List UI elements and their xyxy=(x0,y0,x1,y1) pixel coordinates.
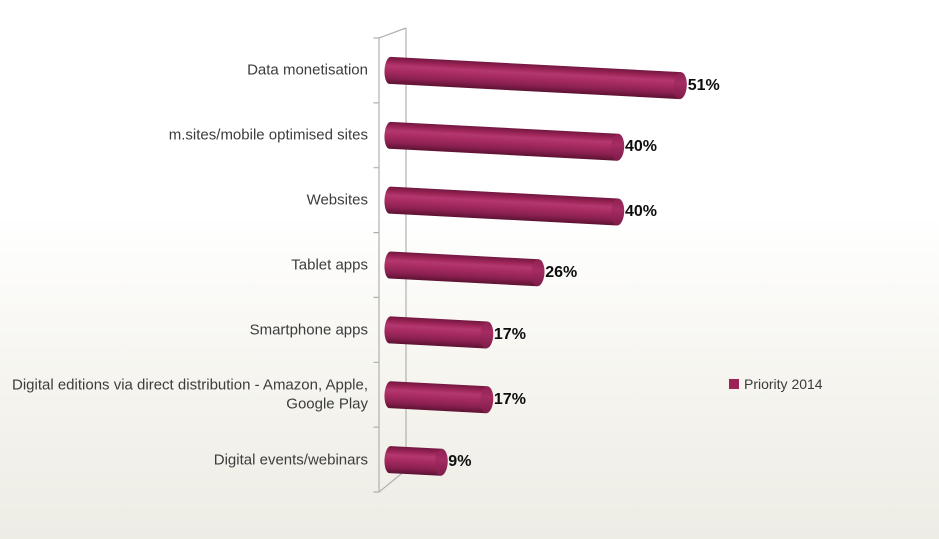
chart-axis-wall xyxy=(373,27,407,493)
value-label: 17% xyxy=(493,325,526,343)
category-label: Smartphone apps xyxy=(249,321,368,339)
value-label: 40% xyxy=(625,138,658,156)
legend: Priority 2014 xyxy=(729,376,823,392)
value-label: 9% xyxy=(448,453,472,471)
category-label: m.sites/mobile optimised sites xyxy=(168,126,368,144)
legend-swatch-icon xyxy=(729,379,739,389)
legend-label: Priority 2014 xyxy=(744,376,823,392)
value-label: 40% xyxy=(625,203,658,221)
category-label: Tablet apps xyxy=(291,256,368,274)
category-label: Digital events/webinars xyxy=(213,450,368,468)
bar-cylinder xyxy=(384,56,687,100)
value-label: 17% xyxy=(493,390,526,408)
bar-cylinder xyxy=(384,446,448,476)
category-label: Websites xyxy=(306,191,368,209)
category-label: Digital editions via direct distribution… xyxy=(11,376,368,413)
category-label: Data monetisation xyxy=(247,61,368,79)
bar-cylinder xyxy=(384,186,625,226)
bar-cylinder xyxy=(384,381,494,414)
bar-cylinder xyxy=(384,316,494,349)
bar-cylinder xyxy=(384,251,545,287)
value-label: 51% xyxy=(687,76,720,94)
value-label: 26% xyxy=(545,263,578,281)
bar-cylinder xyxy=(384,121,625,161)
